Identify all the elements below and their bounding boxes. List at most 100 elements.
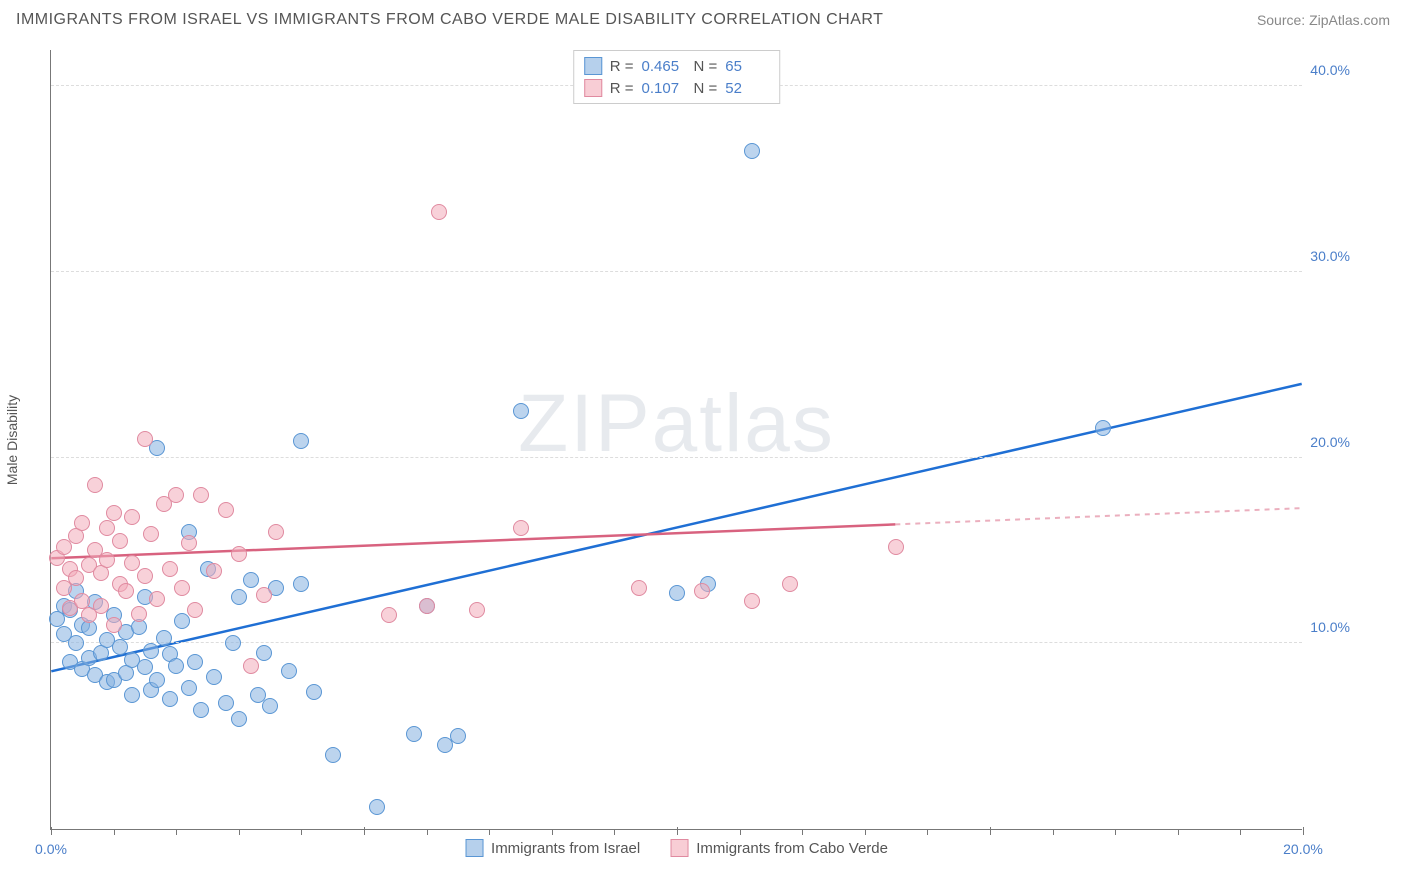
x-tick-minor — [176, 829, 177, 835]
swatch-pink — [584, 79, 602, 97]
x-tick-minor — [1240, 829, 1241, 835]
data-point — [162, 691, 178, 707]
x-tick-major — [364, 827, 365, 835]
data-point — [218, 695, 234, 711]
data-point — [181, 680, 197, 696]
n-label: N = — [694, 58, 718, 75]
data-point — [68, 635, 84, 651]
data-point — [193, 487, 209, 503]
data-point — [218, 502, 234, 518]
x-tick-minor — [301, 829, 302, 835]
data-point — [268, 524, 284, 540]
data-point — [137, 431, 153, 447]
data-point — [106, 505, 122, 521]
data-point — [325, 747, 341, 763]
data-point — [181, 535, 197, 551]
data-point — [631, 580, 647, 596]
data-point — [694, 583, 710, 599]
legend-item-cabo-verde: Immigrants from Cabo Verde — [670, 839, 888, 857]
data-point — [262, 698, 278, 714]
y-axis-label: Male Disability — [4, 395, 20, 485]
r-value-cabo-verde: 0.107 — [642, 80, 686, 97]
n-value-israel: 65 — [725, 58, 769, 75]
data-point — [56, 539, 72, 555]
swatch-pink — [670, 839, 688, 857]
watermark-part-a: ZIP — [518, 378, 652, 469]
data-point — [225, 635, 241, 651]
gridline — [51, 271, 1302, 272]
data-point — [450, 728, 466, 744]
x-tick-minor — [552, 829, 553, 835]
x-tick-minor — [114, 829, 115, 835]
data-point — [206, 563, 222, 579]
data-point — [782, 576, 798, 592]
data-point — [187, 602, 203, 618]
data-point — [281, 663, 297, 679]
x-tick-minor — [1178, 829, 1179, 835]
x-tick-minor — [1115, 829, 1116, 835]
gridline — [51, 457, 1302, 458]
data-point — [87, 477, 103, 493]
data-point — [231, 589, 247, 605]
x-tick-major — [990, 827, 991, 835]
data-point — [256, 587, 272, 603]
data-point — [369, 799, 385, 815]
data-point — [419, 598, 435, 614]
chart-title: IMMIGRANTS FROM ISRAEL VS IMMIGRANTS FRO… — [16, 11, 883, 29]
data-point — [124, 555, 140, 571]
data-point — [131, 606, 147, 622]
x-tick-label: 20.0% — [1283, 841, 1323, 857]
n-value-cabo-verde: 52 — [725, 80, 769, 97]
x-tick-minor — [614, 829, 615, 835]
source-attribution: Source: ZipAtlas.com — [1257, 12, 1390, 28]
x-tick-minor — [489, 829, 490, 835]
data-point — [513, 520, 529, 536]
data-point — [206, 669, 222, 685]
swatch-blue — [584, 57, 602, 75]
correlation-legend: R = 0.465 N = 65 R = 0.107 N = 52 — [573, 50, 781, 104]
data-point — [143, 643, 159, 659]
data-point — [243, 572, 259, 588]
chart-header: IMMIGRANTS FROM ISRAEL VS IMMIGRANTS FRO… — [0, 0, 1406, 40]
data-point — [74, 515, 90, 531]
series-legend: Immigrants from Israel Immigrants from C… — [465, 839, 888, 857]
data-point — [231, 711, 247, 727]
data-point — [174, 613, 190, 629]
data-point — [99, 552, 115, 568]
data-point — [112, 639, 128, 655]
data-point — [124, 509, 140, 525]
data-point — [99, 520, 115, 536]
data-point — [888, 539, 904, 555]
data-point — [513, 403, 529, 419]
plot-region: ZIPatlas R = 0.465 N = 65 R = 0.107 N = … — [50, 50, 1302, 830]
y-tick-label: 20.0% — [1302, 434, 1350, 450]
data-point — [137, 568, 153, 584]
watermark-part-b: atlas — [652, 378, 835, 469]
x-tick-major — [677, 827, 678, 835]
data-point — [143, 526, 159, 542]
legend-item-israel: Immigrants from Israel — [465, 839, 640, 857]
x-tick-label: 0.0% — [35, 841, 67, 857]
x-tick-minor — [740, 829, 741, 835]
y-tick-label: 10.0% — [1302, 619, 1350, 635]
data-point — [118, 583, 134, 599]
swatch-blue — [465, 839, 483, 857]
chart-area: Male Disability ZIPatlas R = 0.465 N = 6… — [50, 50, 1350, 830]
data-point — [112, 533, 128, 549]
data-point — [744, 143, 760, 159]
data-point — [293, 433, 309, 449]
data-point — [124, 687, 140, 703]
series-label-israel: Immigrants from Israel — [491, 840, 640, 857]
series-label-cabo-verde: Immigrants from Cabo Verde — [696, 840, 888, 857]
x-tick-minor — [927, 829, 928, 835]
r-label: R = — [610, 58, 634, 75]
data-point — [669, 585, 685, 601]
legend-row-cabo-verde: R = 0.107 N = 52 — [584, 77, 770, 99]
r-label: R = — [610, 80, 634, 97]
data-point — [156, 630, 172, 646]
data-point — [106, 617, 122, 633]
data-point — [168, 487, 184, 503]
data-point — [149, 591, 165, 607]
y-tick-label: 40.0% — [1302, 62, 1350, 78]
data-point — [193, 702, 209, 718]
